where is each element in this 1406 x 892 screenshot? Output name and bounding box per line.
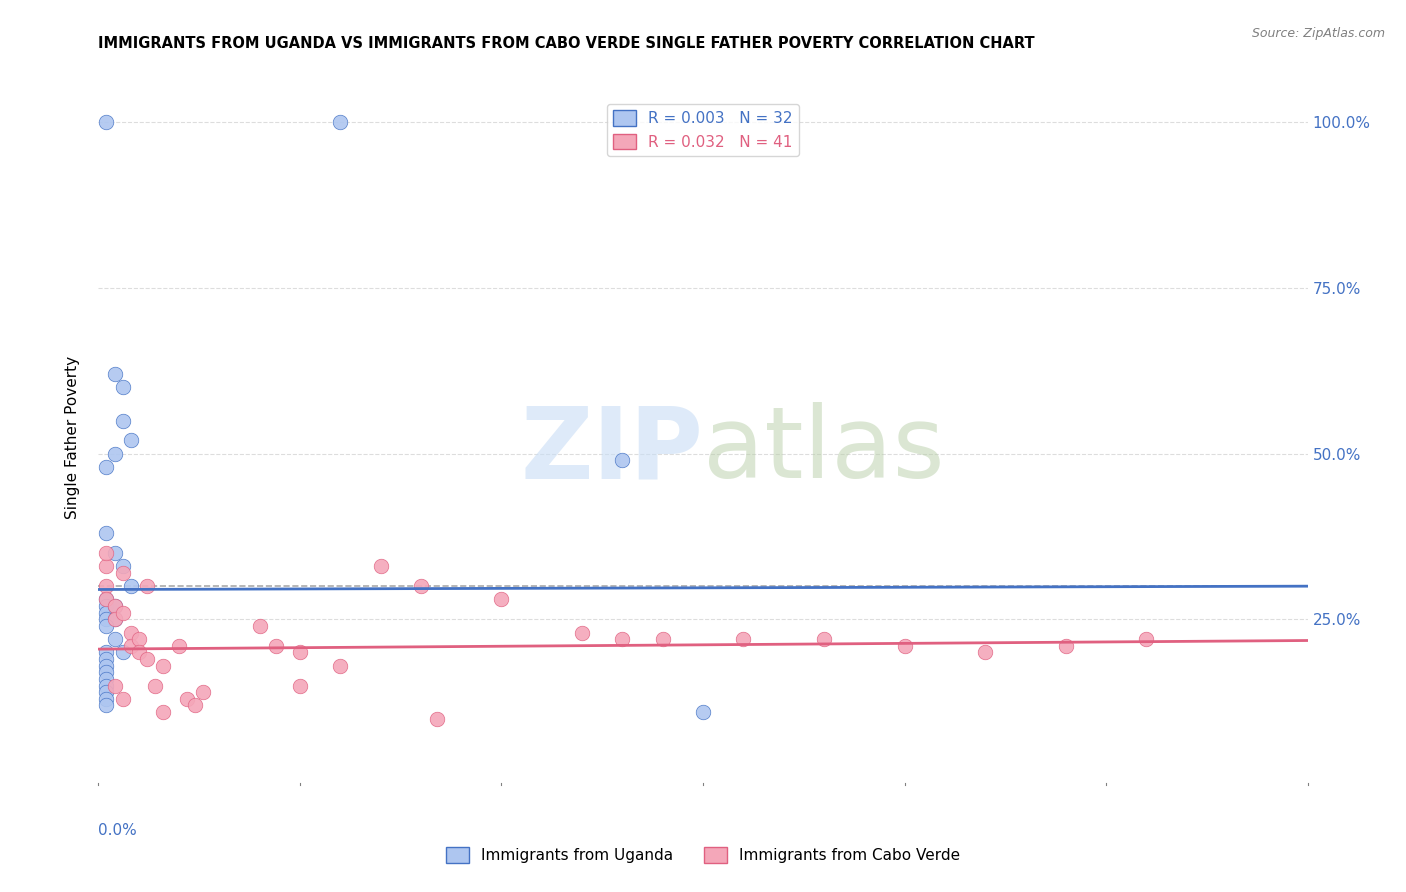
Point (103, 679, 125, 693)
Point (651, 632, 673, 647)
Point (96, 559, 118, 574)
Point (974, 645, 997, 659)
Point (120, 434, 142, 448)
Point (692, 705, 714, 719)
Point (120, 579, 142, 593)
Point (370, 559, 392, 574)
Point (103, 367, 125, 381)
Point (111, 413, 134, 427)
Point (409, 579, 432, 593)
Point (96, 612, 118, 626)
Point (135, 579, 157, 593)
Point (103, 447, 125, 461)
Point (612, 632, 634, 647)
Point (111, 380, 134, 394)
Text: ZIP: ZIP (520, 402, 703, 500)
Point (111, 645, 134, 659)
Point (96, 606, 118, 620)
Point (96, 592, 118, 607)
Point (249, 619, 271, 633)
Point (128, 632, 150, 647)
Point (152, 658, 174, 673)
Point (120, 625, 142, 640)
Point (571, 625, 593, 640)
Point (612, 453, 634, 467)
Point (1135, 632, 1157, 647)
Point (111, 606, 134, 620)
Point (329, 658, 352, 673)
Point (96, 658, 118, 673)
Point (103, 546, 125, 560)
Point (103, 612, 125, 626)
Point (96, 546, 118, 560)
Point (288, 645, 311, 659)
Point (96, 599, 118, 613)
Point (1054, 639, 1077, 653)
Point (103, 612, 125, 626)
Point (128, 645, 150, 659)
Point (96, 645, 118, 659)
Point (96, 672, 118, 686)
Point (426, 712, 449, 726)
Point (111, 559, 134, 574)
Point (152, 705, 174, 719)
Text: IMMIGRANTS FROM UGANDA VS IMMIGRANTS FROM CABO VERDE SINGLE FATHER POVERTY CORRE: IMMIGRANTS FROM UGANDA VS IMMIGRANTS FRO… (98, 36, 1035, 51)
Point (813, 632, 835, 647)
Point (176, 691, 198, 706)
Point (96, 665, 118, 680)
Point (111, 691, 134, 706)
Legend: Immigrants from Uganda, Immigrants from Cabo Verde: Immigrants from Uganda, Immigrants from … (440, 841, 966, 870)
Y-axis label: Single Father Poverty: Single Father Poverty (65, 356, 80, 518)
Point (96, 652, 118, 666)
Point (733, 632, 755, 647)
Point (96, 592, 118, 607)
Point (96, 619, 118, 633)
Point (143, 679, 166, 693)
Point (96, 685, 118, 699)
Point (111, 566, 134, 580)
Point (96, 579, 118, 593)
Point (193, 685, 215, 699)
Point (96, 679, 118, 693)
Point (264, 639, 287, 653)
Text: Source: ZipAtlas.com: Source: ZipAtlas.com (1251, 27, 1385, 40)
Point (96, 115, 118, 129)
Point (167, 639, 190, 653)
Point (120, 639, 142, 653)
Point (103, 599, 125, 613)
Point (329, 115, 352, 129)
Point (96, 459, 118, 474)
Text: atlas: atlas (703, 402, 945, 500)
Point (135, 652, 157, 666)
Point (96, 691, 118, 706)
Point (893, 639, 915, 653)
Point (491, 592, 513, 607)
Point (288, 679, 311, 693)
Point (103, 599, 125, 613)
Point (96, 698, 118, 713)
Text: 0.0%: 0.0% (98, 823, 138, 838)
Point (96, 526, 118, 541)
Point (184, 698, 207, 713)
Point (103, 632, 125, 647)
